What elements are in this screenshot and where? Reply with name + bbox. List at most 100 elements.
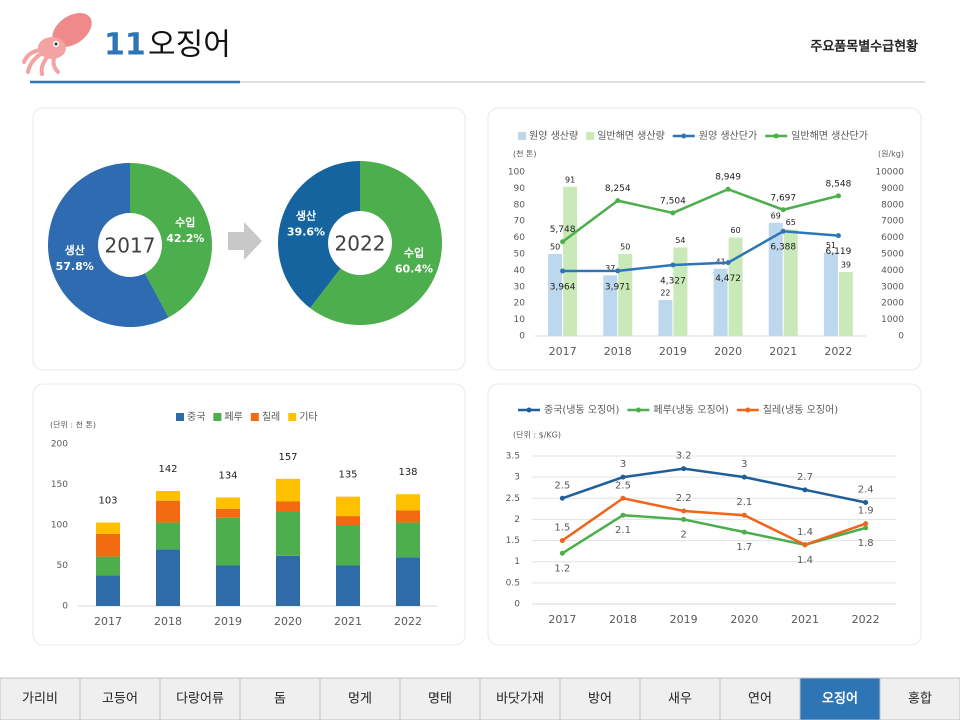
bar [563, 186, 578, 336]
x-tick-label: 2020 [274, 615, 302, 628]
nav-tab-label[interactable]: 멍게 [348, 692, 372, 707]
nav-tab-label[interactable]: 명태 [428, 692, 452, 707]
line-marker [725, 260, 731, 266]
nav-tab-label[interactable]: 오징어 [822, 691, 858, 707]
nav-tab[interactable] [79, 677, 161, 720]
x-tick-label: 2018 [604, 345, 632, 358]
x-tick-label: 2020 [714, 345, 742, 358]
x-tick-label: 2017 [548, 613, 576, 626]
line-label: 2.1 [615, 525, 631, 536]
line-marker [725, 186, 731, 192]
nav-tab[interactable] [399, 677, 481, 720]
legend-swatch [745, 407, 751, 413]
legend-label: 일반해면 생산량 [597, 129, 665, 142]
line-marker [741, 474, 747, 480]
line-label: 2.5 [615, 480, 631, 491]
legend-swatch [176, 413, 184, 421]
bar-segment [156, 522, 180, 550]
bar-segment [216, 497, 240, 509]
x-tick-label: 2021 [769, 345, 797, 358]
slice-value: 57.8% [56, 260, 94, 273]
legend-label: 원양 생산량 [529, 130, 578, 142]
legend-label: 페루(냉동 오징어) [653, 404, 728, 416]
nav-tab[interactable] [0, 677, 81, 720]
bar-segment [96, 575, 120, 606]
total-label: 142 [158, 464, 177, 475]
bar [673, 247, 688, 336]
tick-label: 0 [519, 332, 525, 342]
slice-label: 생산 [65, 243, 85, 257]
pie-slice [310, 161, 442, 325]
nav-tab-label[interactable]: 새우 [668, 692, 692, 707]
tick-label: 200 [51, 440, 68, 450]
slice-label: 수입 [404, 246, 424, 259]
line-label: 2 [680, 529, 686, 540]
x-tick-label: 2020 [730, 613, 758, 626]
legend-label: 원양 생산단가 [699, 130, 757, 142]
x-tick-label: 2017 [549, 345, 577, 358]
tick-label: 8000 [881, 200, 904, 210]
nav-tab[interactable] [719, 677, 801, 720]
line-label: 1.2 [554, 563, 570, 574]
legend-swatch [526, 407, 532, 413]
nav-tab[interactable] [879, 677, 960, 720]
bar [823, 252, 838, 336]
tick-label: 7000 [881, 217, 904, 227]
bar [728, 237, 743, 336]
bar-segment [276, 478, 300, 502]
nav-tab[interactable] [799, 677, 881, 720]
bar-segment [156, 500, 180, 523]
nav-tab-label[interactable]: 방어 [588, 692, 612, 707]
line-label: 1.5 [554, 523, 570, 534]
nav-tab-label[interactable]: 연어 [748, 692, 772, 707]
nav-tab-label[interactable]: 고등어 [102, 692, 138, 707]
nav-tab-label[interactable]: 바닷가재 [496, 692, 544, 707]
tick-label: 1.5 [506, 536, 520, 546]
legend-label: 칠레 [262, 411, 280, 423]
nav-tab[interactable] [559, 677, 641, 720]
nav-tab-label[interactable]: 가리비 [22, 692, 58, 707]
line-label: 2.7 [797, 472, 813, 483]
line-label: 3 [741, 459, 747, 470]
x-tick-label: 2019 [659, 345, 687, 358]
nav-tab-label[interactable]: 돔 [274, 692, 286, 707]
tick-label: 90 [514, 184, 526, 194]
arrow [228, 222, 262, 260]
x-tick-label: 2021 [334, 615, 362, 628]
nav-tab-label[interactable]: 홍합 [908, 692, 932, 707]
line-label: 6,119 [826, 247, 852, 257]
line-label: 1.8 [858, 538, 874, 549]
bar-segment [156, 549, 180, 606]
bar [603, 275, 618, 336]
tick-label: 9000 [881, 184, 904, 194]
bar-segment [276, 501, 300, 513]
total-label: 138 [398, 467, 417, 478]
line-label: 3,971 [605, 282, 631, 292]
x-tick-label: 2021 [791, 613, 819, 626]
bar [838, 272, 853, 336]
tick-label: 4000 [881, 266, 904, 276]
legend-swatch [773, 133, 779, 139]
nav-tab[interactable] [479, 677, 561, 720]
legend-label: 페루 [224, 411, 242, 423]
bar-segment [96, 533, 120, 557]
tick-label: 1000 [881, 315, 904, 325]
legend-swatch [518, 132, 526, 140]
bar-segment [396, 557, 420, 606]
nav-tab[interactable] [639, 677, 721, 720]
nav-tab-label[interactable]: 다랑어류 [176, 692, 224, 707]
x-tick-label: 2018 [154, 615, 182, 628]
nav-tab[interactable] [239, 677, 321, 720]
legend-label: 중국 [187, 411, 205, 423]
x-tick-label: 2022 [852, 613, 880, 626]
line-label: 8,548 [826, 179, 852, 189]
tick-label: 100 [508, 168, 525, 178]
line-label: 3,964 [550, 282, 576, 292]
nav-tab[interactable] [319, 677, 401, 720]
nav-tab[interactable] [159, 677, 241, 720]
line-marker [670, 210, 676, 216]
total-label: 157 [278, 452, 297, 463]
tick-label: 70 [514, 217, 526, 227]
pie-slice [130, 163, 212, 318]
